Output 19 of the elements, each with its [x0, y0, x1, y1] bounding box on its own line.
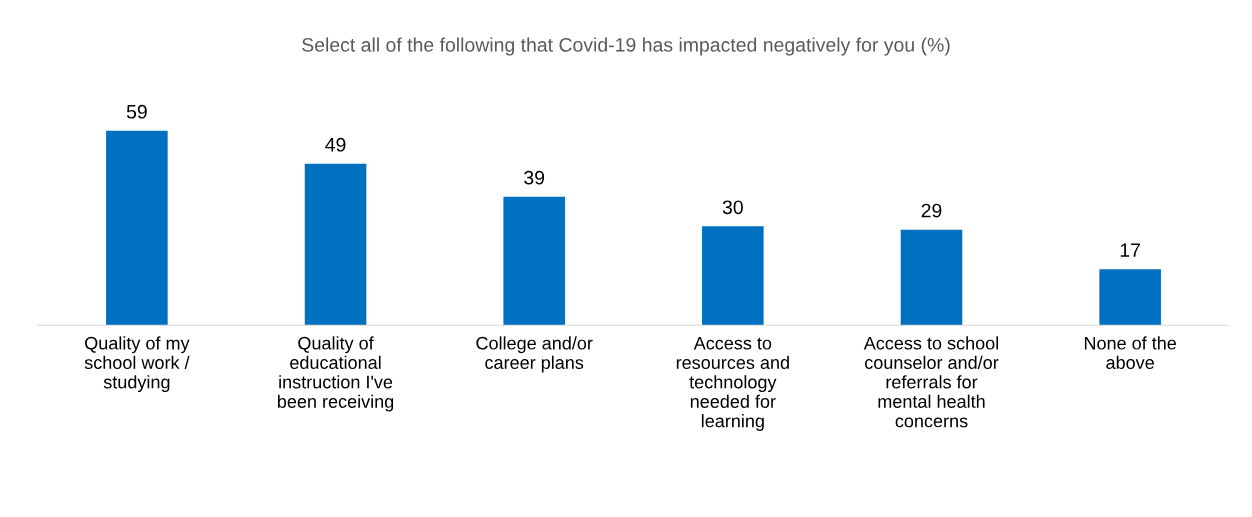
bar	[900, 229, 963, 326]
x-tick-label: Access to school counselor and/or referrals for mental health concerns	[863, 336, 999, 428]
bar	[702, 226, 764, 326]
data-label: 29	[921, 203, 942, 218]
x-tick-label: College and/or career plans	[476, 336, 593, 373]
x-tick-label: None of the above	[1084, 336, 1177, 370]
bar	[503, 196, 565, 326]
data-label: 39	[524, 170, 545, 185]
bar	[304, 163, 367, 326]
bar	[1099, 269, 1161, 326]
data-label: 59	[126, 104, 147, 119]
data-label: 49	[325, 137, 346, 152]
bar	[106, 130, 168, 326]
chart-title: Select all of the following that Covid-19 has impacted negatively for you (%)	[302, 37, 950, 56]
x-tick-label: Quality of educational instruction I've been receiving	[277, 336, 394, 412]
x-tick-label: Quality of my school work / studying	[84, 336, 190, 393]
x-tick-label: Access to resources and technology needed for learning	[676, 336, 789, 431]
data-label: 17	[1120, 243, 1140, 257]
data-label: 30	[722, 200, 743, 215]
